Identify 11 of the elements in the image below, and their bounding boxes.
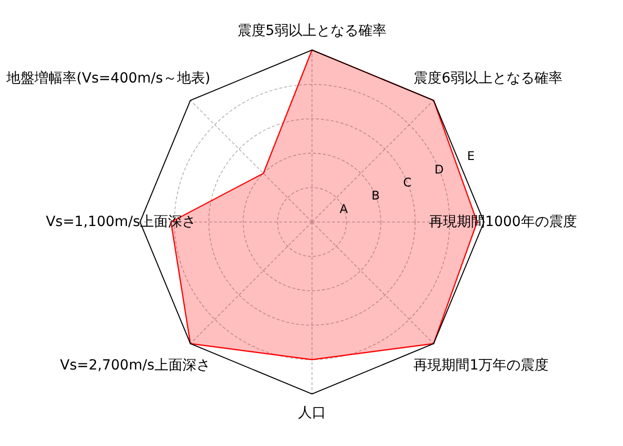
spoke-label: 人口 (298, 405, 326, 421)
spoke-label: 震度6弱以上となる確率 (414, 70, 563, 86)
y-tick-label: B (371, 188, 380, 203)
y-tick-label: E (467, 149, 475, 164)
y-tick-label: A (340, 202, 349, 216)
spoke-label: Vs=2,700m/s上面深さ (60, 358, 210, 374)
y-tick-label: D (434, 162, 444, 176)
y-tick-label: C (403, 176, 412, 190)
spoke-label: 再現期間1万年の震度 (414, 358, 549, 374)
spoke-label: 震度5弱以上となる確率 (238, 23, 386, 39)
spoke-label: 地盤増幅率(Vs=400m/s～地表) (5, 69, 210, 86)
